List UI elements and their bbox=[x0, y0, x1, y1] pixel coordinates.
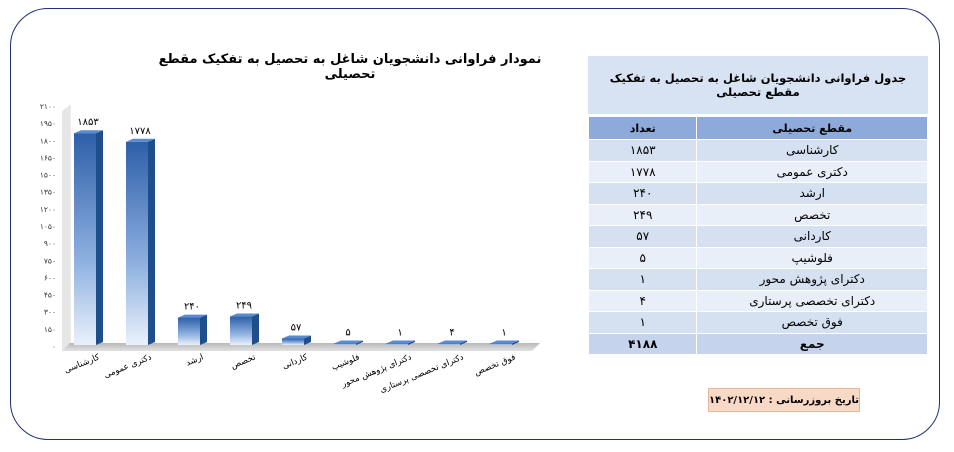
table-row: تخصص ۲۴۹ bbox=[587, 203, 928, 226]
total-row: جمع ۴۱۸۸ bbox=[587, 332, 928, 355]
bar-value-label: ۱۸۵۳ bbox=[77, 117, 99, 128]
y-tick-label: ۱۶۵۰ bbox=[40, 153, 56, 162]
y-tick-label: ۰ bbox=[52, 342, 56, 351]
y-tick-label: ۱۵۰۰ bbox=[40, 171, 56, 180]
bar-top bbox=[126, 138, 155, 142]
x-tick-label: تخصص bbox=[230, 352, 258, 371]
bar-top bbox=[334, 340, 363, 344]
row-category: دکتری عمومی bbox=[696, 160, 928, 183]
y-tick-label: ۱۰۵۰ bbox=[40, 222, 56, 231]
bar bbox=[178, 317, 200, 345]
frequency-table: جدول فراوانی دانشجویان شاغل به تحصیل به … bbox=[587, 56, 928, 355]
total-label: جمع bbox=[696, 332, 928, 355]
y-tick-label: ۲۱۰۰ bbox=[40, 102, 56, 111]
x-tick-label: دکتری عمومی bbox=[103, 352, 154, 380]
bar-side bbox=[304, 335, 311, 345]
bar-side bbox=[356, 340, 363, 345]
bar-side bbox=[512, 340, 519, 345]
bar-value-label: ۲۴۰ bbox=[184, 302, 200, 313]
bar-value-label: ۱ bbox=[397, 328, 402, 339]
bar-top bbox=[438, 340, 467, 344]
row-category: دکترای پژوهش محور bbox=[696, 268, 928, 291]
table-header-row: مقطع تحصیلی تعداد bbox=[587, 116, 928, 140]
bar-value-label: ۵ bbox=[345, 328, 350, 339]
row-count: ۱۷۷۸ bbox=[587, 160, 698, 183]
row-category: کارشناسی bbox=[696, 139, 928, 162]
bar-top bbox=[490, 340, 519, 344]
bar bbox=[126, 141, 148, 345]
row-count: ۵۷ bbox=[587, 225, 698, 248]
table-row: کاردانی ۵۷ bbox=[587, 225, 928, 248]
bar-value-label: ۵۷ bbox=[291, 322, 302, 333]
bar-value-label: ۲۴۹ bbox=[236, 301, 252, 312]
table-row: فلوشیپ ۵ bbox=[587, 246, 928, 269]
y-tick-label: ۱۵۰ bbox=[44, 325, 56, 334]
bar bbox=[334, 343, 356, 345]
y-tick-label: ۱۹۵۰ bbox=[40, 119, 56, 128]
bar-top bbox=[282, 335, 311, 339]
bar bbox=[386, 343, 408, 345]
bar-side bbox=[252, 313, 259, 345]
row-category: دکترای تخصصی پرستاری bbox=[696, 289, 928, 312]
y-tick-label: ۹۰۰ bbox=[44, 239, 56, 248]
update-date-label: تاریخ بروزرسانی : ۱۴۰۲/۱۲/۱۲ bbox=[709, 394, 859, 406]
table-row: ارشد ۲۴۰ bbox=[587, 182, 928, 205]
bar-top bbox=[178, 314, 207, 318]
bar-value-label: ۴ bbox=[449, 328, 454, 339]
row-count: ۵ bbox=[587, 246, 698, 269]
bar bbox=[490, 343, 512, 345]
row-count: ۱ bbox=[587, 268, 698, 291]
table-title: جدول فراوانی دانشجویان شاغل به تحصیل به … bbox=[588, 56, 928, 116]
row-category: تخصص bbox=[696, 203, 928, 226]
table-row: دکتری عمومی ۱۷۷۸ bbox=[587, 160, 928, 183]
bar-top bbox=[386, 340, 415, 344]
bar-side bbox=[200, 314, 207, 345]
x-tick-label: کاردانی bbox=[281, 352, 310, 371]
row-category: فلوشیپ bbox=[696, 246, 928, 269]
row-count: ۱۸۵۳ bbox=[587, 139, 698, 162]
row-count: ۱ bbox=[587, 311, 698, 334]
table-row: فوق تخصص ۱ bbox=[587, 311, 928, 334]
total-value: ۴۱۸۸ bbox=[587, 332, 698, 355]
chart-title: نمودار فراوانی دانشجویان شاغل به تحصیل ب… bbox=[158, 52, 542, 82]
row-count: ۴ bbox=[587, 289, 698, 312]
y-tick-label: ۷۵۰ bbox=[44, 256, 56, 265]
bar-chart: ۰ ۱۵۰ ۳۰۰ ۴۵۰ ۶۰۰ ۷۵۰ ۹۰۰ ۱۰۵۰ ۱۲۰۰ ۱۳۵۰ ۱۵۰۰ ۱۶۵۰ ۱… bbox=[40, 102, 540, 395]
bar bbox=[438, 343, 460, 345]
bar-top bbox=[74, 130, 103, 134]
y-tick-label: ۳۰۰ bbox=[44, 308, 56, 317]
y-tick-label: ۶۰۰ bbox=[44, 273, 56, 282]
y-tick-label: ۱۲۰۰ bbox=[40, 205, 56, 214]
y-tick-label: ۱۸۰۰ bbox=[40, 136, 56, 145]
side-wall bbox=[62, 105, 70, 351]
bar-side bbox=[460, 340, 467, 345]
row-category: فوق تخصص bbox=[696, 311, 928, 334]
update-date-badge: تاریخ بروزرسانی : ۱۴۰۲/۱۲/۱۲ bbox=[708, 388, 860, 412]
bar bbox=[230, 316, 252, 345]
bar-top bbox=[230, 313, 259, 317]
bar-value-label: ۱ bbox=[501, 328, 506, 339]
row-count: ۲۴۹ bbox=[587, 203, 698, 226]
row-count: ۲۴۰ bbox=[587, 182, 698, 205]
table-row: کارشناسی ۱۸۵۳ bbox=[587, 139, 928, 162]
header-count: تعداد bbox=[587, 116, 698, 140]
bar-side bbox=[96, 130, 103, 345]
row-category: کاردانی bbox=[696, 225, 928, 248]
bar-side bbox=[148, 138, 155, 345]
y-tick-label: ۴۵۰ bbox=[44, 291, 56, 300]
x-tick-label: فلوشیپ bbox=[330, 353, 361, 373]
data-table: مقطع تحصیلی تعداد کارشناسی ۱۸۵۳ دکتری عمو… bbox=[587, 116, 928, 355]
y-tick-label: ۱۳۵۰ bbox=[40, 188, 56, 197]
table-row: دکترای پژوهش محور ۱ bbox=[587, 268, 928, 291]
bar-value-label: ۱۷۷۸ bbox=[129, 126, 151, 137]
bar bbox=[74, 133, 96, 345]
x-tick-label: ارشد bbox=[185, 353, 205, 369]
header-category: مقطع تحصیلی bbox=[696, 116, 928, 140]
row-category: ارشد bbox=[696, 182, 928, 205]
x-tick-label: فوق تخصص bbox=[473, 353, 517, 379]
table-row: دکترای تخصصی پرستاری ۴ bbox=[587, 289, 928, 312]
bar bbox=[282, 338, 304, 345]
x-tick-label: کارشناسی bbox=[63, 352, 102, 376]
bar-side bbox=[408, 340, 415, 345]
